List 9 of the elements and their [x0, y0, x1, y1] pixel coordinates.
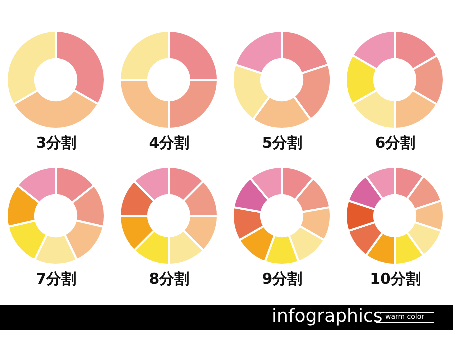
- text: 4分割: [148, 134, 191, 153]
- text: 9分割: [261, 270, 304, 289]
- text: 3分割: [35, 134, 78, 153]
- text: infographics: [272, 306, 383, 327]
- text: 7分割: [35, 270, 78, 289]
- text: 10分割: [369, 270, 422, 289]
- text: 8分割: [148, 270, 191, 289]
- text: 5分割: [261, 134, 304, 153]
- text: 6分割: [374, 134, 417, 153]
